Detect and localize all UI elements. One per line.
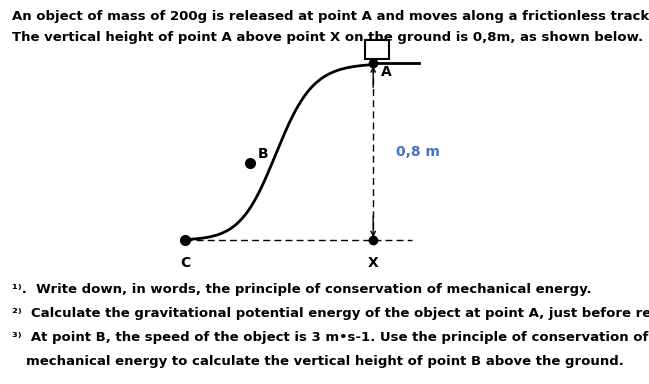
Text: 0,8 m: 0,8 m <box>396 145 440 159</box>
Text: C: C <box>180 256 190 270</box>
Text: B: B <box>258 147 268 161</box>
Text: ²⁾  Calculate the gravitational potential energy of the object at point A, just : ²⁾ Calculate the gravitational potential… <box>12 307 649 320</box>
Text: An object of mass of 200g is released at point A and moves along a frictionless : An object of mass of 200g is released at… <box>12 10 649 23</box>
Text: The vertical height of point A above point X on the ground is 0,8m, as shown bel: The vertical height of point A above poi… <box>12 31 643 44</box>
Text: A: A <box>381 65 392 79</box>
Bar <box>365 40 389 59</box>
Text: ³⁾  At point B, the speed of the object is 3 m•s-1. Use the principle of conserv: ³⁾ At point B, the speed of the object i… <box>12 331 648 344</box>
Text: mechanical energy to calculate the vertical height of point B above the ground.: mechanical energy to calculate the verti… <box>26 355 624 368</box>
Text: X: X <box>368 256 378 270</box>
Text: ¹⁾.  Write down, in words, the principle of conservation of mechanical energy.: ¹⁾. Write down, in words, the principle … <box>12 283 591 296</box>
